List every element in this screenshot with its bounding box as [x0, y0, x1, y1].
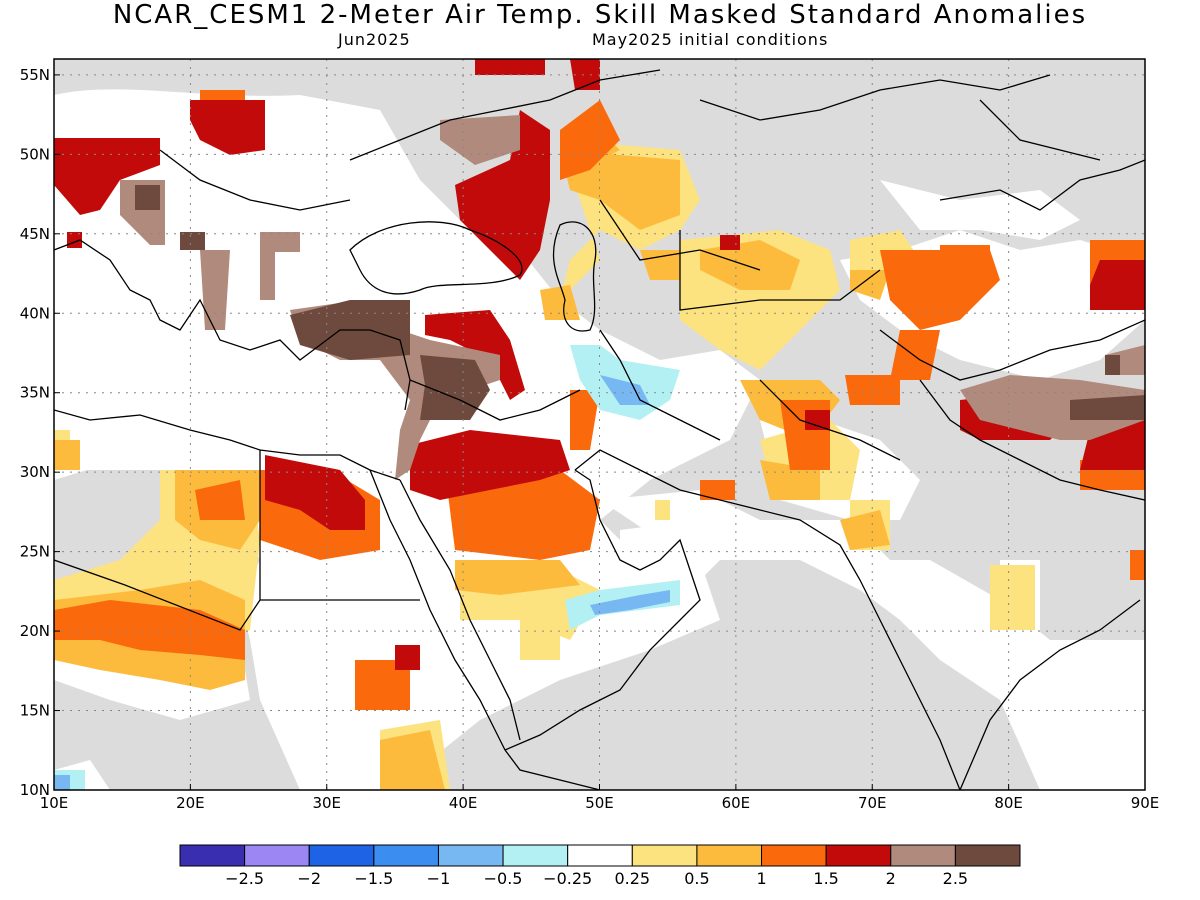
lat-tick-label: 40N	[20, 304, 50, 322]
colorbar-label: 1	[756, 869, 767, 888]
lat-tick-label: 25N	[20, 543, 50, 561]
lat-tick-label: 20N	[20, 622, 50, 640]
colorbar-swatch	[502, 844, 569, 867]
initial-conditions: May2025 initial conditions	[592, 30, 829, 49]
map-canvas	[54, 59, 1145, 790]
colorbar-label: 1.5	[813, 869, 839, 888]
lon-tick-label: 90E	[1131, 794, 1160, 812]
lon-tick-label: 10E	[40, 794, 69, 812]
lat-tick-label: 30N	[20, 463, 50, 481]
colorbar-label: −2.5	[225, 869, 265, 888]
colorbar-swatch	[308, 844, 375, 867]
colorbar-label: 2	[885, 869, 896, 888]
colorbar-label: −1	[426, 869, 451, 888]
lon-tick-label: 50E	[585, 794, 614, 812]
colorbar-swatch	[179, 844, 246, 867]
lon-tick-label: 40E	[449, 794, 478, 812]
lat-tick-label: 15N	[20, 702, 50, 720]
colorbar-swatch	[567, 844, 633, 867]
colorbar-swatch	[631, 844, 698, 867]
colorbar-label: −0.5	[483, 869, 523, 888]
lon-tick-label: 30E	[312, 794, 341, 812]
target-month: Jun2025	[338, 30, 411, 49]
colorbar-label: −0.25	[543, 869, 593, 888]
lat-tick-label: 10N	[20, 781, 50, 799]
gridlines	[54, 59, 1145, 790]
colorbar	[179, 844, 1021, 867]
lon-tick-label: 70E	[858, 794, 887, 812]
lat-tick-label: 50N	[20, 145, 50, 163]
colorbar-swatch	[437, 844, 504, 867]
colorbar-label: −1.5	[354, 869, 394, 888]
colorbar-label: −2	[297, 869, 322, 888]
axis-ticks: 10E 20E 30E 40E 50E 60E 70E 80E 90E 55N 50N 45N 40N 3…	[20, 66, 1160, 812]
lon-tick-label: 60E	[722, 794, 751, 812]
lon-tick-label: 20E	[176, 794, 205, 812]
colorbar-swatch	[825, 844, 892, 867]
colorbar-swatch	[373, 844, 439, 867]
lon-tick-label: 80E	[994, 794, 1023, 812]
colorbar-swatch	[244, 844, 310, 867]
colorbar-swatch	[890, 844, 956, 867]
map-title: NCAR_CESM1 2-Meter Air Temp. Skill Maske…	[112, 0, 1088, 30]
colorbar-label: 0.5	[684, 869, 710, 888]
colorbar-swatch	[954, 844, 1021, 867]
coastlines	[54, 69, 1145, 790]
colorbar-label: 0.25	[614, 869, 651, 888]
lat-tick-label: 55N	[20, 66, 50, 84]
lat-tick-label: 35N	[20, 384, 50, 402]
colorbar-swatch	[761, 844, 827, 867]
anomaly-neg-0_5	[54, 375, 670, 790]
lat-tick-label: 45N	[20, 225, 50, 243]
colorbar-swatch	[696, 844, 763, 867]
colorbar-label: 2.5	[942, 869, 969, 888]
